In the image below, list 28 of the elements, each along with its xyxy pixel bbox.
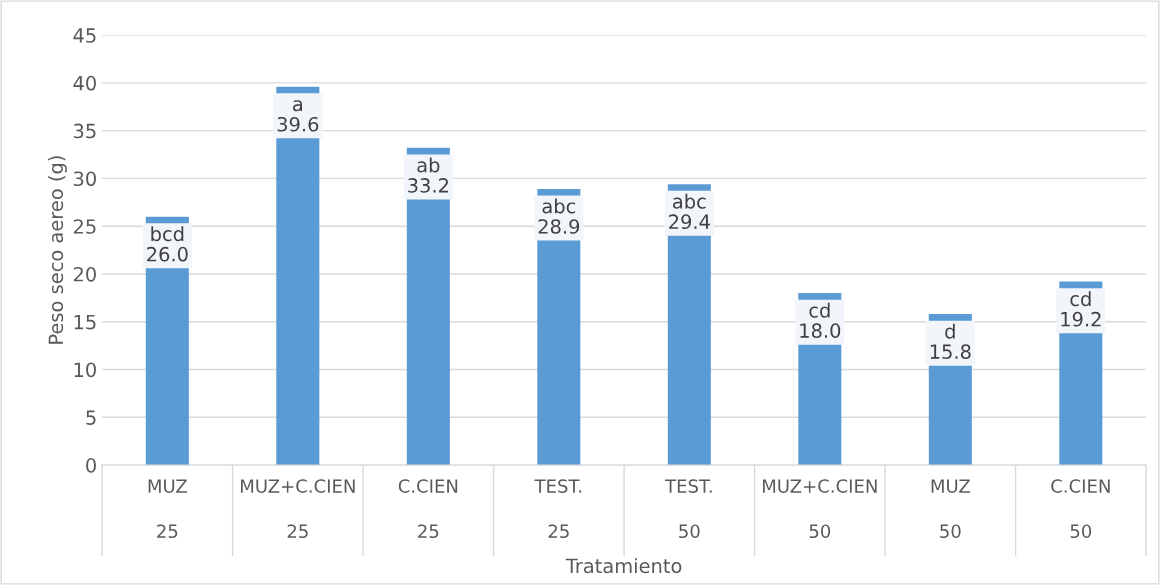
- data-label: cd 19.2: [1061, 291, 1101, 327]
- y-tick-label: 25: [73, 219, 96, 234]
- y-tick-label: 45: [73, 28, 96, 43]
- category-label: TEST. 50: [665, 479, 712, 539]
- y-tick-label: 30: [73, 171, 96, 187]
- category-label: MUZ+C.CIEN 25: [241, 479, 355, 539]
- category-label: MUZ+C.CIEN 50: [763, 479, 877, 539]
- y-tick-label: 20: [73, 266, 96, 282]
- data-label: a 39.6: [277, 100, 319, 132]
- y-tick-label: 15: [74, 314, 96, 330]
- y-tick-label: 0: [86, 458, 96, 473]
- y-tick-label: 35: [73, 123, 96, 139]
- data-label: cd 18.0: [800, 302, 841, 338]
- category-label: TEST. 25: [534, 479, 582, 539]
- category-label: C.CIEN 50: [1051, 479, 1110, 539]
- y-tick-label: 10: [74, 362, 96, 378]
- category-label: C.CIEN 25: [398, 479, 458, 539]
- category-label: MUZ 50: [931, 479, 970, 539]
- data-label: ab 33.2: [408, 157, 449, 193]
- y-tick-label: 40: [73, 75, 96, 91]
- x-axis-title: Tratamiento: [565, 558, 682, 574]
- data-label: abc 29.4: [669, 193, 710, 230]
- category-label: MUZ 25: [148, 479, 187, 539]
- data-label: bcd 26.0: [147, 226, 188, 262]
- data-label: d 15.8: [930, 323, 971, 360]
- y-tick-label: 5: [86, 410, 96, 425]
- y-axis-title: Peso seco aereo (g): [48, 156, 67, 344]
- data-label: abc 28.9: [538, 198, 580, 234]
